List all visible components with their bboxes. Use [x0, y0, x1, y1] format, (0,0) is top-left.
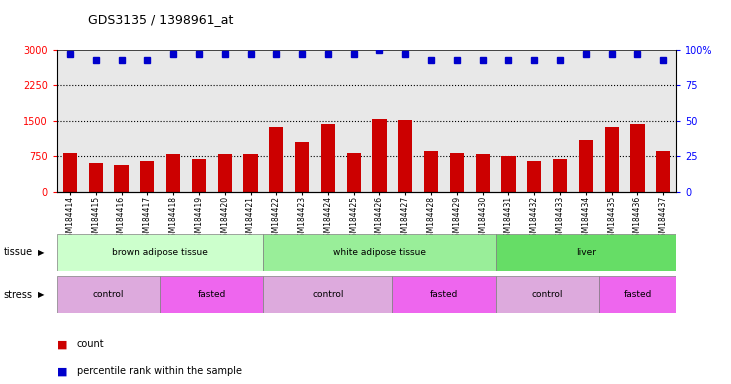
Bar: [605, 127, 618, 192]
Bar: [243, 154, 257, 192]
Text: fasted: fasted: [624, 290, 651, 299]
Bar: [263, 234, 496, 271]
Bar: [321, 124, 335, 192]
Text: GDS3135 / 1398961_at: GDS3135 / 1398961_at: [88, 13, 233, 26]
Bar: [372, 119, 387, 192]
Bar: [57, 234, 263, 271]
Text: control: control: [93, 290, 124, 299]
Bar: [501, 157, 515, 192]
Text: liver: liver: [576, 248, 596, 257]
Text: white adipose tissue: white adipose tissue: [333, 248, 426, 257]
Bar: [656, 151, 670, 192]
Bar: [398, 121, 412, 192]
Bar: [527, 161, 542, 192]
Bar: [160, 276, 263, 313]
Bar: [140, 161, 154, 192]
Text: ▶: ▶: [38, 248, 45, 257]
Text: ▶: ▶: [38, 290, 45, 299]
Bar: [63, 153, 77, 192]
Bar: [269, 127, 284, 192]
Text: brown adipose tissue: brown adipose tissue: [113, 248, 208, 257]
Text: fasted: fasted: [197, 290, 226, 299]
Bar: [115, 164, 129, 192]
Bar: [218, 154, 232, 192]
Bar: [263, 276, 393, 313]
Bar: [295, 142, 309, 192]
Text: tissue: tissue: [4, 247, 33, 258]
Text: count: count: [77, 339, 105, 349]
Bar: [346, 153, 361, 192]
Bar: [57, 276, 160, 313]
Text: stress: stress: [4, 290, 33, 300]
Bar: [166, 154, 181, 192]
Bar: [88, 163, 103, 192]
Text: percentile rank within the sample: percentile rank within the sample: [77, 366, 242, 376]
Bar: [393, 276, 496, 313]
Text: ■: ■: [57, 339, 67, 349]
Text: control: control: [531, 290, 563, 299]
Text: ■: ■: [57, 366, 67, 376]
Bar: [630, 124, 645, 192]
Text: control: control: [312, 290, 344, 299]
Bar: [424, 151, 438, 192]
Bar: [476, 154, 490, 192]
Bar: [599, 276, 676, 313]
Bar: [553, 159, 567, 192]
Bar: [496, 234, 676, 271]
Bar: [450, 153, 464, 192]
Bar: [496, 276, 599, 313]
Bar: [579, 140, 593, 192]
Text: fasted: fasted: [430, 290, 458, 299]
Bar: [192, 159, 206, 192]
